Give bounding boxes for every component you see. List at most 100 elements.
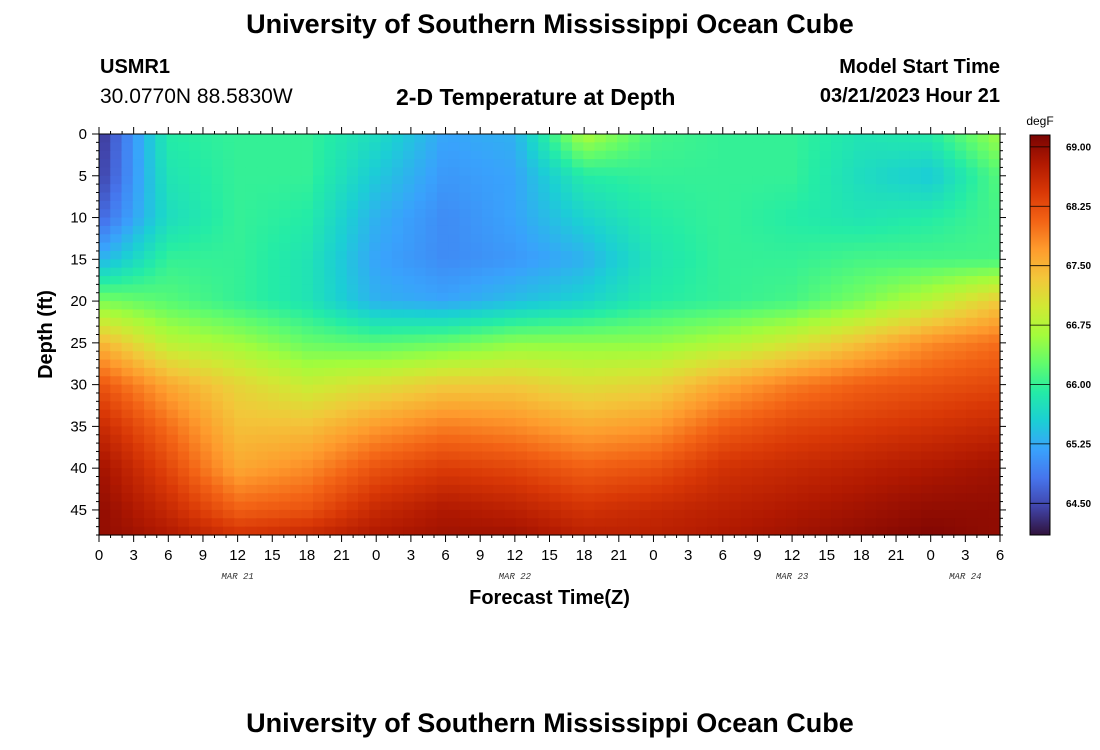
heatmap-cell <box>267 317 280 327</box>
heatmap-cell <box>887 351 900 361</box>
heatmap-cell <box>279 359 292 369</box>
heatmap-cell <box>560 443 573 453</box>
heatmap-cell <box>853 501 866 511</box>
heatmap-cell <box>425 518 438 528</box>
heatmap-cell <box>459 167 472 177</box>
heatmap-cell <box>752 443 765 453</box>
heatmap-cell <box>358 242 370 252</box>
heatmap-cell <box>617 175 629 185</box>
heatmap-cell <box>301 376 314 386</box>
heatmap-cell <box>954 276 967 285</box>
heatmap-cell <box>718 301 731 311</box>
heatmap-cell <box>898 292 911 302</box>
heatmap-cell <box>617 292 629 302</box>
heatmap-cell <box>853 334 866 344</box>
heatmap-cell <box>921 384 934 394</box>
heatmap-cell <box>594 184 607 194</box>
heatmap-cell <box>538 334 551 344</box>
heatmap-cell <box>617 451 629 461</box>
heatmap-cell <box>425 526 438 536</box>
heatmap-cell <box>99 134 111 143</box>
heatmap-cell <box>99 317 111 327</box>
heatmap-cell <box>211 401 224 411</box>
heatmap-cell <box>436 367 449 377</box>
heatmap-cell <box>448 234 460 244</box>
heatmap-cell <box>954 468 967 478</box>
heatmap-cell <box>538 292 551 302</box>
heatmap-cell <box>425 134 438 143</box>
heatmap-cell <box>617 234 629 244</box>
heatmap-cell <box>740 326 753 336</box>
heatmap-cell <box>617 150 629 160</box>
heatmap-cell <box>459 401 472 411</box>
heatmap-cell <box>267 367 280 377</box>
heatmap-cell <box>707 459 720 469</box>
heatmap-cell <box>414 217 427 227</box>
heatmap-cell <box>301 250 314 260</box>
heatmap-cell <box>650 326 663 336</box>
heatmap-cell <box>99 451 111 461</box>
heatmap-cell <box>774 309 787 319</box>
heatmap-cell <box>662 418 674 427</box>
heatmap-cell <box>245 518 258 528</box>
heatmap-cell <box>583 484 596 494</box>
heatmap-cell <box>346 468 359 478</box>
heatmap-cell <box>684 276 697 285</box>
heatmap-cell <box>729 434 742 444</box>
heatmap-cell <box>155 192 168 202</box>
heatmap-cell <box>470 184 483 194</box>
heatmap-cell <box>132 418 145 427</box>
heatmap-cell <box>144 359 156 369</box>
heatmap-cell <box>515 342 528 352</box>
heatmap-cell <box>121 200 134 210</box>
heatmap-cell <box>110 409 123 419</box>
heatmap-cell <box>549 134 562 143</box>
heatmap-cell <box>369 443 382 453</box>
heatmap-cell <box>256 284 269 294</box>
heatmap-cell <box>786 142 798 152</box>
heatmap-cell <box>774 134 787 143</box>
heatmap-cell <box>887 476 900 486</box>
heatmap-cell <box>898 167 911 177</box>
heatmap-cell <box>245 150 258 160</box>
heatmap-cell <box>864 426 877 436</box>
heatmap-cell <box>628 526 641 536</box>
heatmap-cell <box>797 209 810 219</box>
heatmap-cell <box>436 150 449 160</box>
x-tick-label: 3 <box>961 547 969 564</box>
heatmap-cell <box>695 175 708 185</box>
heatmap-cell <box>335 301 348 311</box>
heatmap-cell <box>628 342 641 352</box>
heatmap-cell <box>763 234 776 244</box>
heatmap-cell <box>909 443 922 453</box>
heatmap-cell <box>414 159 427 169</box>
heatmap-cell <box>177 493 190 503</box>
heatmap-cell <box>673 150 686 160</box>
heatmap-cell <box>909 250 922 260</box>
heatmap-cell <box>887 242 900 252</box>
heatmap-cell <box>526 434 539 444</box>
heatmap-cell <box>617 242 629 252</box>
heatmap-cell <box>99 518 111 528</box>
heatmap-cell <box>493 342 506 352</box>
heatmap-cell <box>493 384 506 394</box>
heatmap-cell <box>988 459 1001 469</box>
heatmap-cell <box>718 376 731 386</box>
heatmap-cell <box>211 367 224 377</box>
heatmap-cell <box>943 451 956 461</box>
heatmap-cell <box>887 384 900 394</box>
heatmap-cell <box>448 501 460 511</box>
heatmap-cell <box>358 225 370 235</box>
heatmap-cell <box>662 384 674 394</box>
heatmap-cell <box>740 443 753 453</box>
heatmap-cell <box>470 175 483 185</box>
heatmap-cell <box>245 142 258 152</box>
heatmap-cell <box>177 518 190 528</box>
heatmap-cell <box>177 451 190 461</box>
heatmap-cell <box>177 359 190 369</box>
heatmap-cell <box>256 250 269 260</box>
heatmap-cell <box>695 167 708 177</box>
heatmap-cell <box>752 284 765 294</box>
heatmap-cell <box>605 392 618 402</box>
heatmap-cell <box>662 167 674 177</box>
